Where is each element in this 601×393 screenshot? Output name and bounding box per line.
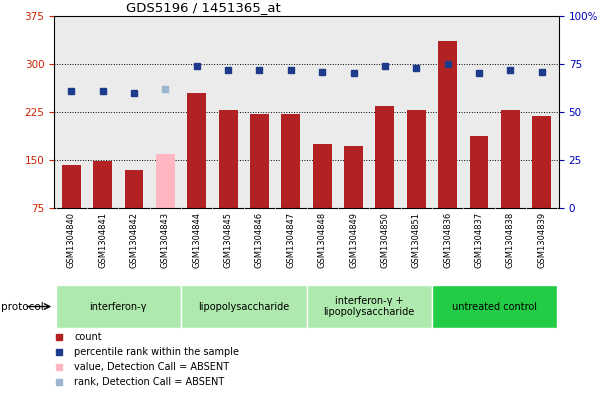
- Bar: [501, 110, 520, 208]
- Text: interferon-γ: interferon-γ: [90, 301, 147, 312]
- Text: GSM1304839: GSM1304839: [537, 212, 546, 268]
- Text: GSM1304849: GSM1304849: [349, 212, 358, 268]
- Text: value, Detection Call = ABSENT: value, Detection Call = ABSENT: [75, 362, 230, 372]
- Bar: [93, 162, 112, 208]
- Text: GSM1304846: GSM1304846: [255, 212, 264, 268]
- Bar: [344, 146, 363, 208]
- Text: count: count: [75, 332, 102, 342]
- Text: lipopolysaccharide: lipopolysaccharide: [198, 301, 290, 312]
- Bar: [469, 136, 489, 208]
- Text: GSM1304844: GSM1304844: [192, 212, 201, 268]
- Bar: [250, 114, 269, 208]
- Bar: [124, 170, 144, 208]
- Text: GSM1304843: GSM1304843: [161, 212, 170, 268]
- Bar: [313, 144, 332, 208]
- Bar: [532, 116, 551, 208]
- Text: GSM1304837: GSM1304837: [474, 212, 483, 268]
- Text: GSM1304847: GSM1304847: [286, 212, 295, 268]
- Text: interferon-γ +
lipopolysaccharide: interferon-γ + lipopolysaccharide: [323, 296, 415, 317]
- Bar: [307, 285, 432, 328]
- Bar: [432, 285, 557, 328]
- Bar: [156, 154, 175, 208]
- Text: untreated control: untreated control: [452, 301, 537, 312]
- Bar: [219, 110, 237, 208]
- Bar: [188, 93, 206, 208]
- Text: percentile rank within the sample: percentile rank within the sample: [75, 347, 239, 357]
- Bar: [62, 165, 81, 208]
- Text: GSM1304842: GSM1304842: [130, 212, 139, 268]
- Text: GSM1304845: GSM1304845: [224, 212, 233, 268]
- Text: GSM1304851: GSM1304851: [412, 212, 421, 268]
- Text: GSM1304838: GSM1304838: [506, 212, 515, 268]
- Text: GSM1304850: GSM1304850: [380, 212, 389, 268]
- Text: GDS5196 / 1451365_at: GDS5196 / 1451365_at: [126, 1, 281, 14]
- Bar: [438, 41, 457, 208]
- Text: GSM1304840: GSM1304840: [67, 212, 76, 268]
- Bar: [181, 285, 307, 328]
- Text: GSM1304848: GSM1304848: [318, 212, 327, 268]
- Text: rank, Detection Call = ABSENT: rank, Detection Call = ABSENT: [75, 377, 225, 387]
- Text: protocol: protocol: [1, 301, 43, 312]
- Text: GSM1304836: GSM1304836: [443, 212, 452, 268]
- Bar: [407, 110, 426, 208]
- Bar: [376, 106, 394, 208]
- Bar: [281, 114, 300, 208]
- Bar: [56, 285, 181, 328]
- Text: GSM1304841: GSM1304841: [98, 212, 107, 268]
